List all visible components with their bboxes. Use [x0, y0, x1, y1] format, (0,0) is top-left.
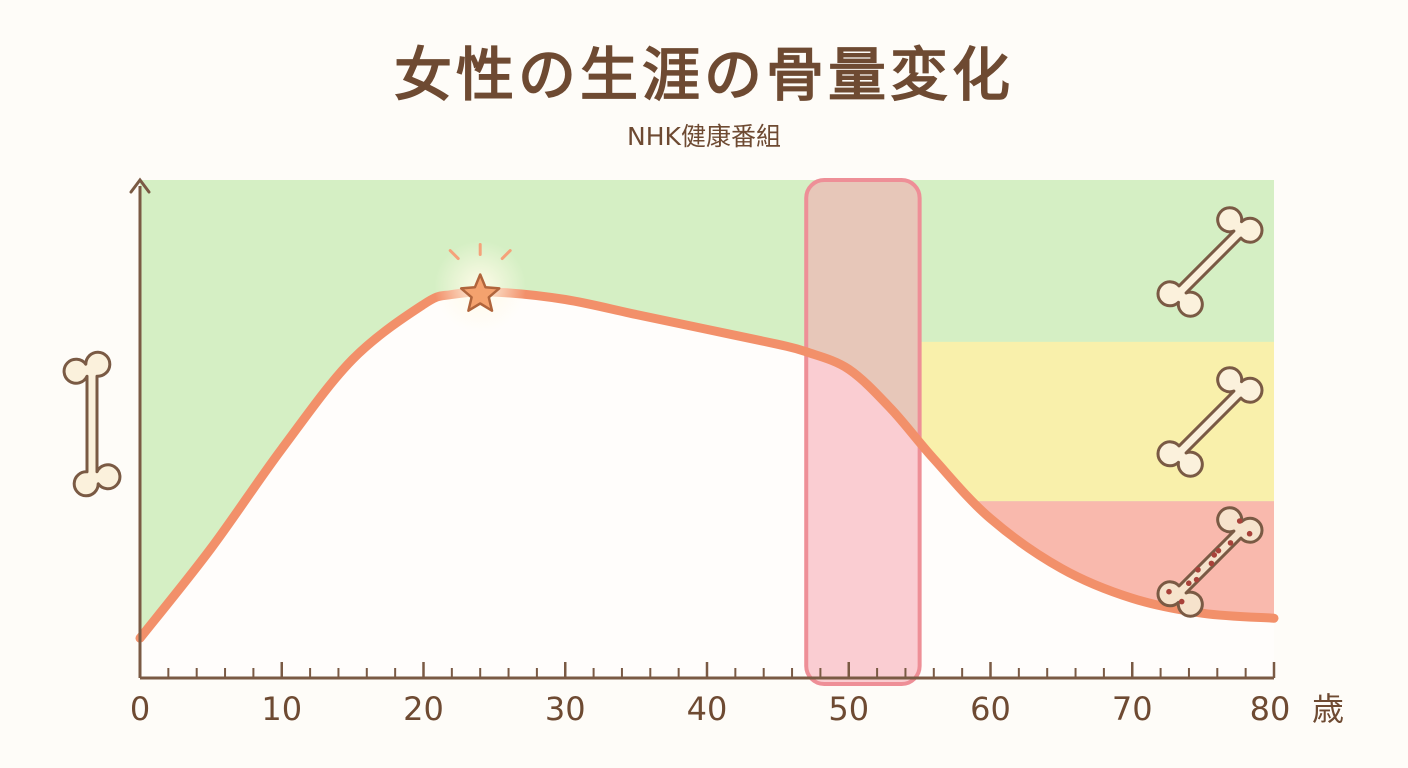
porous-bone-icon — [1156, 506, 1264, 618]
bone-icons — [62, 206, 1264, 618]
y-axis-bone-icon-shape — [62, 350, 122, 498]
bone-spot — [1246, 530, 1253, 537]
menopause-highlight — [804, 178, 922, 686]
bone-spot — [1236, 518, 1243, 524]
peak-sparkle — [448, 249, 460, 261]
thinning-bone-icon-shape — [1156, 366, 1264, 478]
x-tick-label: 10 — [261, 690, 302, 728]
healthy-bone-icon-shape — [1156, 206, 1264, 318]
zone-caution — [919, 341, 1274, 502]
y-axis-arrow — [129, 177, 151, 194]
bone-spot — [1208, 560, 1215, 567]
bone-spot — [1211, 552, 1218, 558]
x-tick-label: 0 — [130, 690, 150, 728]
area-under-curve — [140, 291, 1274, 678]
bone-spot — [1215, 547, 1222, 554]
x-tick-label: 60 — [970, 690, 1011, 728]
x-tick-label: 50 — [828, 690, 869, 728]
bone-spot — [1185, 580, 1192, 587]
bone-spot — [1178, 598, 1185, 605]
bone-spot — [1166, 588, 1172, 595]
peak-sparkle — [500, 249, 512, 261]
x-tick-label: 30 — [545, 690, 586, 728]
x-tick-label: 70 — [1112, 690, 1153, 728]
peak-marker — [434, 240, 527, 333]
zone-good — [919, 180, 1274, 342]
healthy-bone-icon — [1156, 206, 1264, 318]
bone-spot — [1195, 566, 1201, 573]
bone-mass-curve — [135, 287, 1279, 643]
x-axis-ticks — [138, 662, 1276, 678]
x-tick-label: 80 — [1250, 690, 1291, 728]
thinning-bone-icon — [1156, 366, 1264, 478]
chart-title: 女性の生涯の骨量変化 — [393, 41, 1014, 109]
bone-spot — [1193, 576, 1200, 583]
x-axis-tick-labels: 0 10 20 30 40 50 60 70 80 歳 — [130, 690, 1344, 728]
chart-subtitle: NHK健康番組 — [627, 122, 781, 151]
star-icon — [459, 273, 501, 312]
y-axis-bone-icon — [62, 350, 122, 498]
x-tick-label: 20 — [403, 690, 444, 728]
bone-spot — [1227, 540, 1234, 546]
highlight-band — [804, 178, 922, 686]
x-unit-label: 歳 — [1312, 690, 1344, 728]
x-tick-label: 40 — [687, 690, 728, 728]
